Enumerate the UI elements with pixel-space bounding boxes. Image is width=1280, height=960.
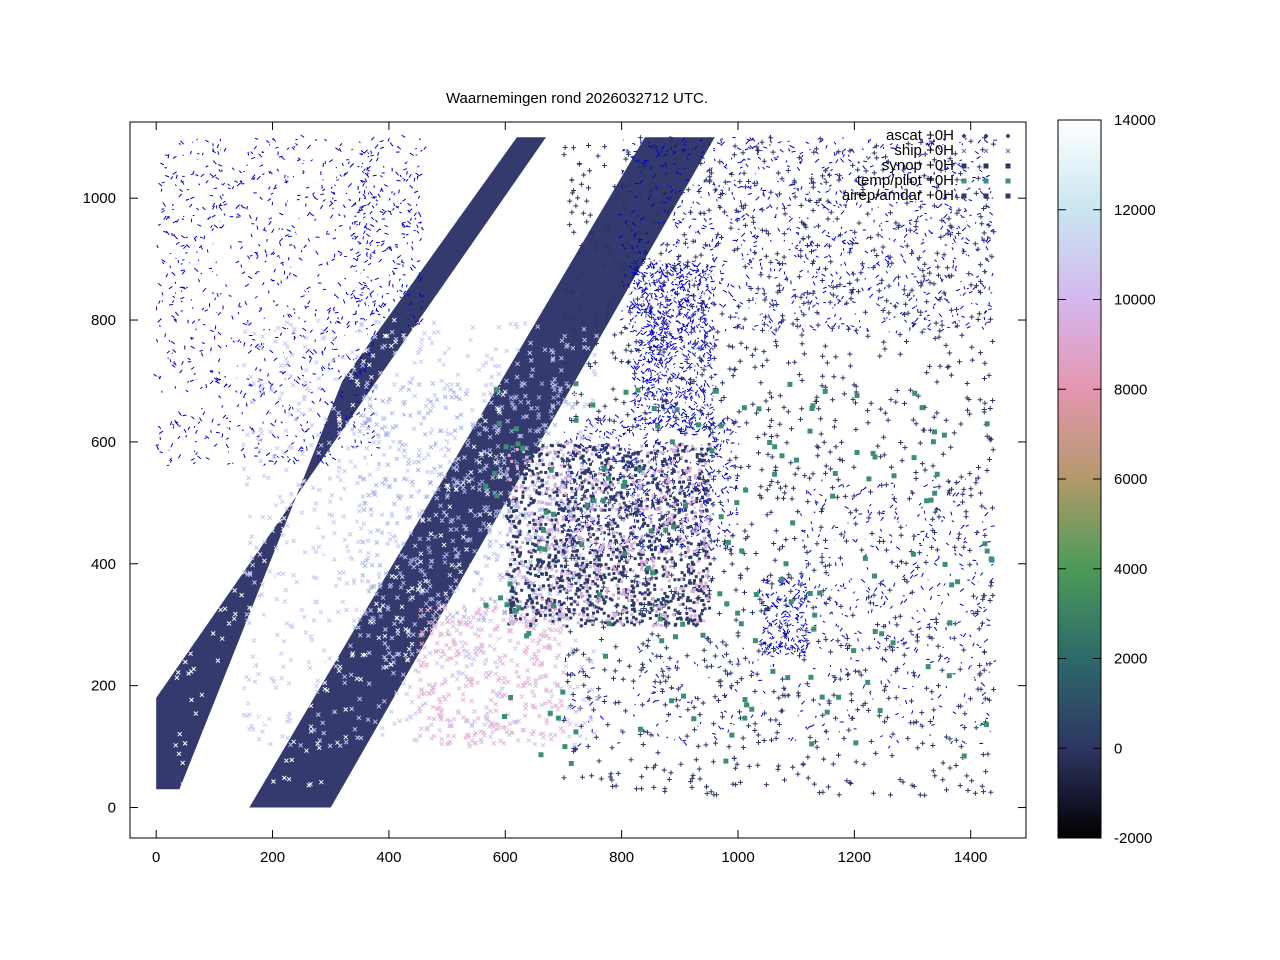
ascat-points-white-1 [173, 500, 349, 791]
y-tick-label: 1000 [83, 190, 116, 207]
x-tick-label: 200 [260, 849, 285, 866]
colorbar-tick-label: 8000 [1114, 381, 1147, 398]
colorbar-tick-label: 4000 [1114, 561, 1147, 578]
y-tick-label: 200 [91, 678, 116, 695]
y-tick-label: 0 [108, 800, 116, 817]
coast-southeast [794, 477, 995, 650]
legend-marker [961, 148, 1011, 154]
x-axis: 0 200 400 600 800 1000 1200 1400 [152, 122, 987, 866]
legend-label: airep/amdar +0H [842, 187, 954, 204]
airep-points-high [505, 441, 712, 628]
colorbar: 14000 12000 10000 8000 6000 4000 2000 0 -2000 [1057, 112, 1156, 847]
colorbar-tick-label: 0 [1114, 740, 1122, 757]
observation-points [173, 135, 997, 798]
legend-label: ship +0H [894, 142, 954, 159]
x-tick-label: 1000 [721, 849, 754, 866]
x-tick-label: 0 [152, 849, 160, 866]
y-tick-label: 400 [91, 556, 116, 573]
ship-points-light [241, 318, 600, 749]
colorbar-tick-label: -2000 [1114, 830, 1152, 847]
airep-points [505, 442, 712, 628]
temp-pilot-points [483, 381, 995, 766]
legend-marker [961, 193, 1011, 199]
legend-label: synop +0H [882, 157, 954, 174]
coast-scandinavia [630, 256, 719, 433]
coast-africa [563, 643, 997, 749]
colorbar-tick-label: 10000 [1114, 292, 1156, 309]
x-tick-label: 1200 [838, 849, 871, 866]
coast-greenland-west [153, 134, 381, 467]
chart-title: Waarnemingen rond 2026032712 UTC. [446, 90, 708, 107]
y-axis: 0 200 400 600 800 1000 [83, 190, 1026, 817]
ascat-points-white-2 [330, 317, 508, 682]
legend-label: temp/pilot +0H [857, 172, 954, 189]
plot-area [153, 134, 997, 808]
x-tick-label: 600 [493, 849, 518, 866]
x-tick-label: 400 [376, 849, 401, 866]
y-tick-label: 800 [91, 312, 116, 329]
colorbar-tick-label: 6000 [1114, 471, 1147, 488]
colorbar-tick-label: 2000 [1114, 651, 1147, 668]
ship-points-pink [416, 604, 566, 749]
coast-italy [758, 574, 811, 657]
colorbar-tick-label: 12000 [1114, 202, 1156, 219]
legend-marker [961, 178, 1011, 184]
plot-frame [129, 121, 1027, 839]
synop-points [561, 135, 997, 798]
colorbar-ticks: 14000 12000 10000 8000 6000 4000 2000 0 -2000 [1058, 112, 1156, 847]
legend-marker [961, 163, 1011, 169]
colorbar-tick-label: 14000 [1114, 112, 1156, 129]
ascat-swath-1 [156, 137, 546, 790]
y-tick-label: 600 [91, 434, 116, 451]
legend-label: ascat +0H [886, 127, 954, 144]
coastlines [153, 134, 997, 749]
legend-marker [961, 133, 1011, 139]
coast-greenland-east [351, 134, 427, 336]
x-tick-label: 800 [609, 849, 634, 866]
x-tick-label: 1400 [954, 849, 987, 866]
